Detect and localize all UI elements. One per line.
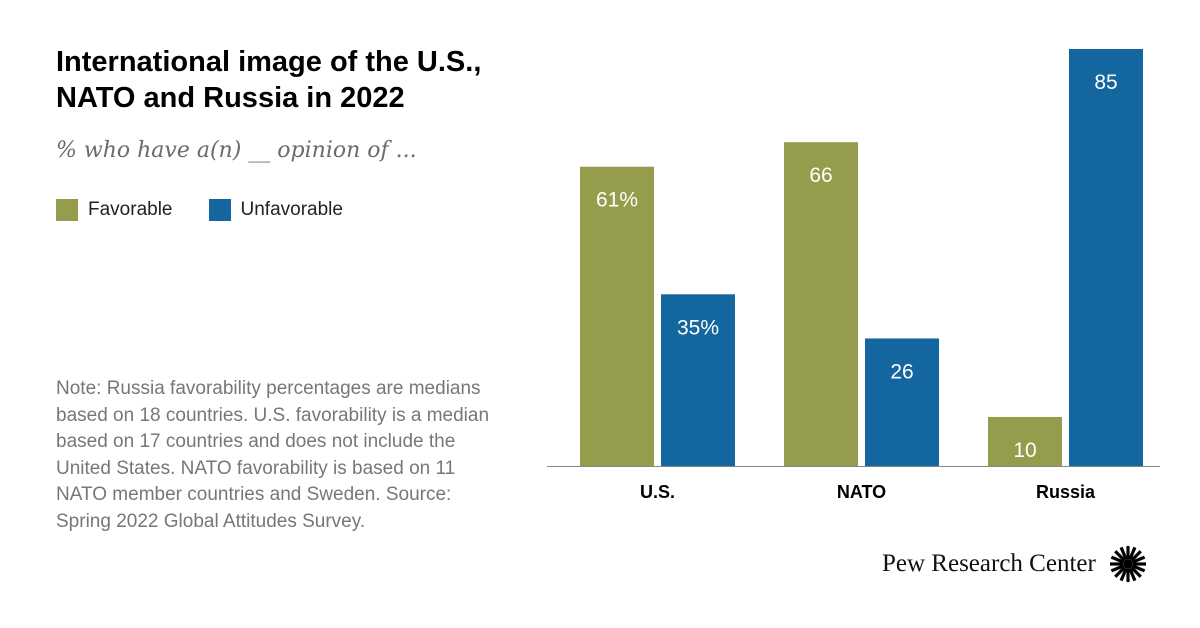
legend-label-unfavorable: Unfavorable	[240, 199, 343, 220]
title-line-1: International image of the U.S.,	[56, 46, 482, 78]
chart-subtitle: % who have a(n) __ opinion of ...	[56, 138, 417, 163]
bar-unfavorable-1	[865, 338, 939, 466]
legend-swatch-favorable	[56, 199, 78, 221]
data-label: 10	[1013, 439, 1036, 462]
sunburst-icon	[1109, 546, 1146, 582]
category-label: Russia	[1036, 482, 1096, 502]
data-label: 35%	[677, 316, 719, 339]
legend-swatch-unfavorable	[208, 199, 231, 221]
data-label: 61%	[596, 189, 638, 212]
data-label: 85	[1094, 71, 1117, 94]
data-label: 26	[890, 360, 913, 383]
note: Note: Russia favorability percentages ar…	[56, 376, 506, 535]
note-text: Note: Russia favorability percentages ar…	[56, 378, 490, 505]
legend: Favorable Unfavorable	[56, 199, 343, 221]
bar-favorable-2	[988, 416, 1062, 466]
bar-favorable-0	[580, 166, 654, 466]
bar-favorable-1	[784, 142, 858, 466]
category-label: NATO	[837, 482, 886, 502]
logo-text: Pew Research Center	[882, 550, 1096, 577]
pew-logo: Pew Research Center	[882, 544, 1148, 584]
bar-unfavorable-0	[661, 294, 735, 466]
chart-title: International image of the U.S., NATO an…	[56, 44, 556, 116]
legend-label-favorable: Favorable	[88, 199, 173, 220]
source-text: Source: Spring 2022 Global Attitudes Sur…	[56, 484, 452, 532]
data-label: 66	[809, 164, 832, 187]
category-label: U.S.	[640, 482, 675, 502]
bar-unfavorable-2	[1069, 49, 1143, 466]
title-line-2: NATO and Russia in 2022	[56, 82, 405, 114]
